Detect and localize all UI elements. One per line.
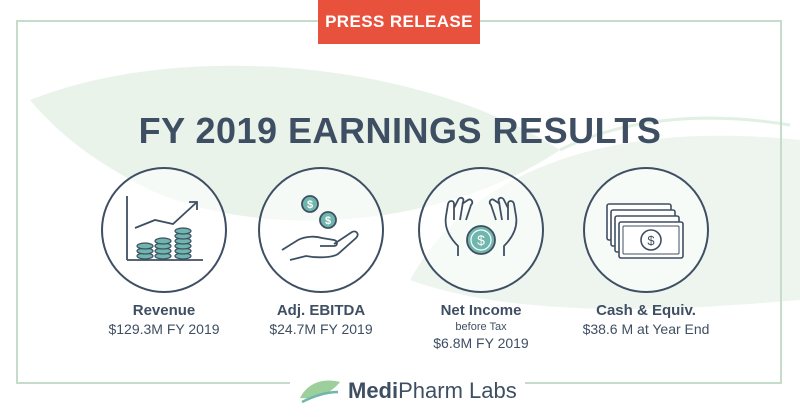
logo-text-bold: Medi — [348, 378, 399, 403]
metric-label: Net Income — [440, 302, 522, 319]
metric-label: Cash & Equiv. — [596, 302, 696, 319]
hands-dollar-coin-icon: $ — [418, 167, 544, 293]
page-title: FY 2019 EARNINGS RESULTS — [138, 110, 662, 151]
metric-label: Adj. EBITDA — [276, 302, 366, 319]
metric-value: $6.8M FY 2019 — [433, 335, 529, 351]
svg-text:$: $ — [307, 199, 313, 211]
metric-adj-ebitda: $ $ Adj. EBITDA $24.7M FY 2019 — [246, 167, 396, 338]
banknotes-stack-icon: $ — [583, 167, 709, 293]
metric-label: Revenue — [132, 302, 196, 319]
logo-text-rest: Pharm Labs — [398, 378, 517, 403]
svg-text:$: $ — [325, 215, 331, 227]
metric-value: $38.6 M at Year End — [582, 321, 710, 337]
company-logo: MediPharm Labs — [290, 370, 525, 412]
growth-chart-coins-icon — [101, 167, 227, 293]
metric-sublabel: before Tax — [455, 321, 507, 333]
svg-text:$: $ — [647, 233, 655, 248]
leaf-logo-icon — [300, 380, 340, 404]
press-release-badge: PRESS RELEASE — [318, 0, 480, 44]
svg-text:$: $ — [477, 232, 485, 248]
metric-net-income: $ Net Income before Tax $6.8M FY 2019 — [406, 167, 556, 352]
metric-revenue: Revenue $129.3M FY 2019 — [89, 167, 239, 338]
logo-text: MediPharm Labs — [348, 378, 517, 404]
metric-value: $129.3M FY 2019 — [108, 321, 220, 337]
metric-cash-equiv: $ Cash & Equiv. $38.6 M at Year End — [571, 167, 721, 338]
hand-coins-icon: $ $ — [258, 167, 384, 293]
metric-value: $24.7M FY 2019 — [269, 321, 373, 337]
